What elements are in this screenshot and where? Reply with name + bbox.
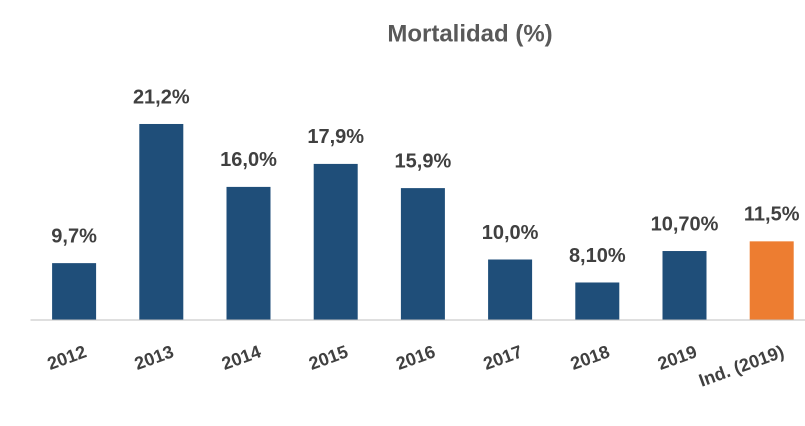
x-tick-label: 2015 [306, 341, 350, 373]
x-tick-label: 2016 [393, 341, 437, 373]
bar [400, 188, 445, 320]
bar [52, 263, 97, 320]
bar [749, 241, 794, 320]
x-tick-label: 2017 [481, 341, 525, 373]
x-tick-label: 2014 [219, 341, 263, 373]
bar [575, 282, 620, 320]
value-label: 17,9% [307, 126, 364, 148]
value-label: 10,0% [482, 222, 539, 244]
x-tick-label: 2019 [655, 341, 699, 373]
bar [662, 251, 707, 320]
bar [139, 123, 184, 320]
value-label: 16,0% [220, 149, 277, 171]
value-label: 21,2% [133, 86, 190, 108]
x-tick-label: 2013 [132, 341, 176, 373]
value-label: 15,9% [395, 150, 452, 172]
bar [313, 163, 358, 320]
value-label: 10,70% [651, 213, 719, 235]
value-label: 9,7% [51, 225, 97, 247]
x-tick-label: 2012 [45, 341, 89, 373]
bar [488, 259, 533, 320]
chart-title: Mortalidad (%) [387, 20, 552, 47]
x-tick-label: 2018 [568, 341, 612, 373]
value-label: 11,5% [744, 204, 800, 226]
value-label: 8,10% [569, 245, 626, 267]
x-tick-label: Ind. (2019) [696, 341, 787, 390]
bar [226, 186, 271, 320]
